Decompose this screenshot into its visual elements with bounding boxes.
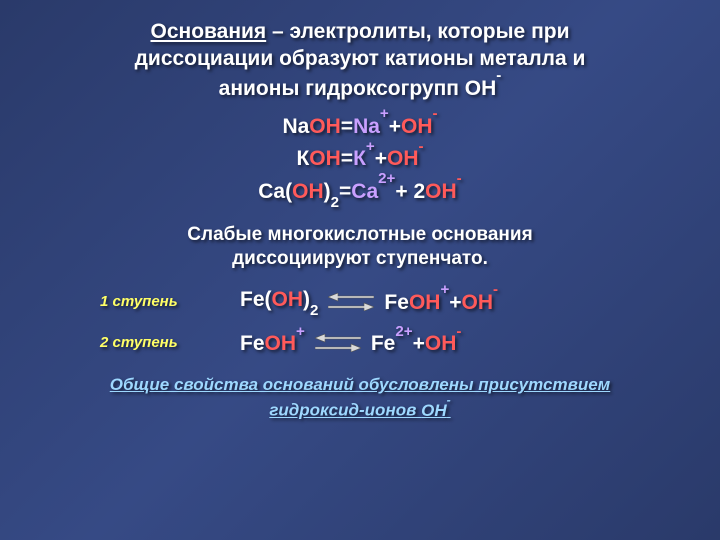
title-underlined: Основания <box>151 20 267 43</box>
steps-block: 1 ступеньFe(OH)2FeOH+ + OH- 2 ступеньFeOH… <box>30 288 690 356</box>
subheading: Слабые многокислотные основания диссоции… <box>30 223 690 272</box>
step-row-1: 1 ступеньFe(OH)2FeOH+ + OH- <box>30 288 690 315</box>
footer-line1: Общие свойства оснований обусловлены при… <box>110 375 611 394</box>
equation-1: NaOH = Na+ + OH- <box>30 110 690 143</box>
title-rest1: – электролиты, которые при <box>266 20 569 43</box>
equation-2: КOH = К+ + OH- <box>30 142 690 175</box>
footer-line2-prefix: гидроксид-ионов <box>269 401 421 420</box>
step-label: 1 ступень <box>100 293 240 310</box>
subheading-line1: Слабые многокислотные основания <box>187 224 532 245</box>
double-arrow-icon <box>315 334 361 352</box>
step-label: 2 ступень <box>100 334 240 351</box>
step-row-2: 2 ступеньFeOH+Fe2+ + OH- <box>30 329 690 356</box>
title-line3-prefix: анионы гидроксогрупп <box>219 77 465 100</box>
footer: Общие свойства оснований обусловлены при… <box>30 374 690 423</box>
footer-oh: ОН- <box>421 401 451 420</box>
step-equation: Fe(OH)2FeOH+ + OH- <box>240 288 498 315</box>
title-line2: диссоциации образуют катионы металла и <box>135 47 586 70</box>
double-arrow-icon <box>328 293 374 311</box>
title-oh: ОН- <box>465 77 502 100</box>
equations-block: NaOH = Na+ + OH-КOH = К+ + OH-Ca(OH)2 = … <box>30 110 690 211</box>
title-block: Основания – электролиты, которые при дис… <box>30 18 690 102</box>
step-equation: FeOH+Fe2+ + OH- <box>240 329 461 356</box>
subheading-line2: диссоциируют ступенчато. <box>232 248 488 269</box>
equation-3: Ca(OH)2 = Ca2+ + 2OH- <box>30 175 690 211</box>
